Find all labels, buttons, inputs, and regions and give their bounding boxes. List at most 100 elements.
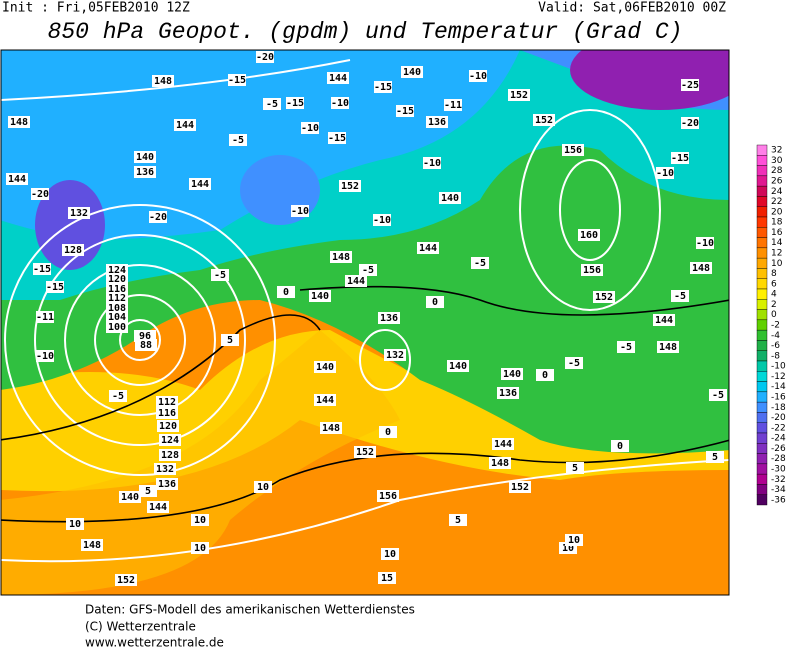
colorbar-label: -30 bbox=[771, 465, 786, 475]
colorbar-cell bbox=[756, 247, 768, 259]
temperature-label-bg bbox=[671, 152, 689, 164]
height-label: 156 bbox=[583, 265, 601, 276]
temperature-label-bg bbox=[681, 79, 699, 91]
colorbar-cell bbox=[756, 165, 768, 177]
temperature-label-bg bbox=[291, 205, 309, 217]
height-label: 140 bbox=[136, 152, 154, 163]
temperature-label: 0 bbox=[542, 370, 548, 381]
temperature-label: -15 bbox=[286, 98, 304, 109]
height-label: 152 bbox=[511, 482, 529, 493]
footer-copyright: (C) Wetterzentrale bbox=[85, 620, 196, 634]
height-label-bg bbox=[320, 422, 342, 434]
temperature-label-bg bbox=[191, 514, 209, 526]
height-label: 148 bbox=[83, 540, 101, 551]
temperature-label-bg bbox=[565, 357, 583, 369]
colorbar-cell bbox=[756, 206, 768, 218]
temperature-label: 5 bbox=[572, 463, 578, 474]
temperature-label-bg bbox=[286, 97, 304, 109]
temperature-label: 5 bbox=[455, 515, 461, 526]
height-label-bg bbox=[562, 144, 584, 156]
temperature-label: -10 bbox=[469, 71, 487, 82]
height-label-bg bbox=[578, 229, 600, 241]
colorbar-cell bbox=[756, 340, 768, 351]
temperature-label-bg bbox=[426, 296, 444, 308]
temperature-label: 15 bbox=[381, 573, 393, 584]
colorbar-label: -36 bbox=[771, 495, 786, 505]
temperature-label-bg bbox=[256, 51, 274, 63]
colorbar-cell bbox=[756, 453, 768, 465]
height-label-bg bbox=[354, 446, 376, 458]
height-label-bg bbox=[174, 119, 196, 131]
colorbar-label: -8 bbox=[771, 351, 780, 361]
colorbar-label: 0 bbox=[771, 310, 777, 320]
colorbar-cell bbox=[756, 268, 768, 279]
colorbar-label: 6 bbox=[771, 279, 777, 289]
temperature-label-bg bbox=[263, 98, 281, 110]
height-label-bg bbox=[426, 116, 448, 128]
colorbar-cell bbox=[756, 288, 768, 300]
colorbar-label: 18 bbox=[771, 218, 783, 228]
temperature-label: -5 bbox=[712, 390, 724, 401]
colorbar-cell bbox=[756, 391, 768, 403]
temperature-label-bg bbox=[471, 257, 489, 269]
temperature-label: -15 bbox=[228, 75, 246, 86]
height-label-bg bbox=[314, 361, 336, 373]
temperature-label: -15 bbox=[396, 106, 414, 117]
colorbar-label: 32 bbox=[771, 146, 782, 156]
temperature-label-bg bbox=[229, 134, 247, 146]
height-label: 128 bbox=[161, 450, 179, 461]
colorbar-label: -4 bbox=[771, 331, 780, 341]
colorbar-label: 26 bbox=[771, 177, 783, 187]
height-label: 108 bbox=[108, 303, 126, 314]
height-label: 136 bbox=[380, 313, 398, 324]
temperature-label: -15 bbox=[374, 82, 392, 93]
colorbar-cell bbox=[756, 237, 768, 249]
height-label: 144 bbox=[149, 502, 167, 513]
colorbar-label: 16 bbox=[771, 228, 783, 238]
height-label-bg bbox=[135, 339, 157, 351]
temperature-label-bg bbox=[378, 572, 396, 584]
colorbar-cell bbox=[756, 473, 768, 485]
colorbar-cell bbox=[756, 185, 768, 197]
temperature-label: -10 bbox=[423, 158, 441, 169]
colorbar-cell bbox=[756, 494, 768, 506]
temperature-label: -15 bbox=[46, 282, 64, 293]
temperature-label-bg bbox=[211, 269, 229, 281]
temperature-label: -5 bbox=[232, 135, 244, 146]
height-label: 152 bbox=[510, 90, 528, 101]
colorbar-cell bbox=[756, 196, 768, 207]
temperature-label: -10 bbox=[696, 238, 714, 249]
colorbar-cell bbox=[756, 381, 768, 393]
colorbar-label: -26 bbox=[771, 444, 786, 454]
temperature-label: -11 bbox=[36, 312, 54, 323]
height-label: 140 bbox=[503, 369, 521, 380]
height-label-bg bbox=[106, 321, 128, 333]
colorbar-cell bbox=[756, 360, 768, 372]
temperature-label: -5 bbox=[112, 391, 124, 402]
height-label-bg bbox=[690, 262, 712, 274]
colorbar-cell bbox=[756, 216, 768, 228]
height-label-bg bbox=[327, 72, 349, 84]
colorbar-label: 10 bbox=[771, 259, 783, 269]
height-label: 132 bbox=[386, 350, 404, 361]
temperature-label-bg bbox=[36, 311, 54, 323]
colorbar-label: -22 bbox=[771, 423, 786, 433]
temperature-label-bg bbox=[444, 99, 462, 111]
temperature-label-bg bbox=[536, 369, 554, 381]
height-label: 124 bbox=[108, 265, 126, 276]
height-label-bg bbox=[156, 396, 178, 408]
temperature-label: -15 bbox=[33, 264, 51, 275]
colorbar-label: -10 bbox=[771, 362, 786, 372]
temperature-label: -10 bbox=[373, 215, 391, 226]
temperature-label-bg bbox=[611, 440, 629, 452]
height-label: 144 bbox=[347, 276, 365, 287]
temperature-label-bg bbox=[46, 281, 64, 293]
temperature-label: -11 bbox=[444, 100, 462, 111]
temperature-label-bg bbox=[566, 462, 584, 474]
colorbar-cell bbox=[756, 144, 768, 156]
height-label-bg bbox=[154, 463, 176, 475]
footer-source: Daten: GFS-Modell des amerikanischen Wet… bbox=[85, 603, 415, 617]
footer-url: www.wetterzentrale.de bbox=[85, 636, 224, 649]
height-label: 144 bbox=[8, 174, 26, 185]
